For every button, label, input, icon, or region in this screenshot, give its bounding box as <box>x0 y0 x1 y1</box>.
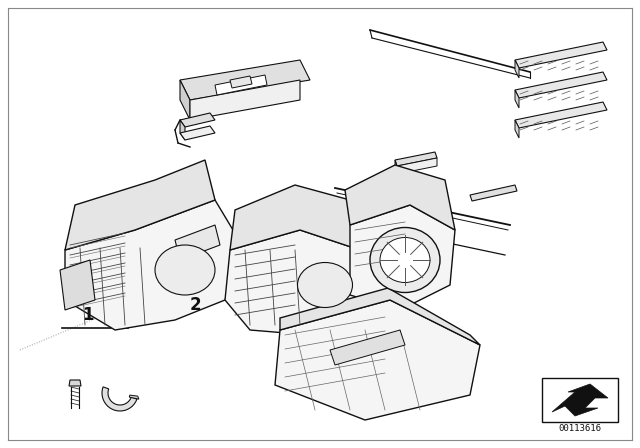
Polygon shape <box>395 160 397 174</box>
Polygon shape <box>180 60 310 100</box>
Polygon shape <box>397 158 437 174</box>
Polygon shape <box>65 200 245 330</box>
Polygon shape <box>515 72 607 98</box>
Ellipse shape <box>298 263 353 307</box>
Polygon shape <box>215 75 267 95</box>
Polygon shape <box>129 395 139 399</box>
Ellipse shape <box>370 228 440 293</box>
Polygon shape <box>515 102 607 128</box>
Polygon shape <box>175 225 220 260</box>
Polygon shape <box>422 192 440 200</box>
Text: 00113616: 00113616 <box>559 423 602 432</box>
Polygon shape <box>552 384 608 416</box>
Polygon shape <box>180 120 185 140</box>
Polygon shape <box>542 378 618 422</box>
Text: 2: 2 <box>189 296 201 314</box>
Circle shape <box>437 192 447 202</box>
Polygon shape <box>515 42 607 68</box>
Polygon shape <box>280 288 480 345</box>
Polygon shape <box>515 90 519 108</box>
Polygon shape <box>515 120 519 138</box>
Polygon shape <box>470 185 517 201</box>
Polygon shape <box>69 380 81 386</box>
Polygon shape <box>180 80 190 120</box>
Polygon shape <box>180 126 215 140</box>
Polygon shape <box>275 300 480 420</box>
Polygon shape <box>395 152 437 166</box>
Polygon shape <box>230 185 360 250</box>
Polygon shape <box>102 387 137 411</box>
Polygon shape <box>60 260 95 310</box>
Ellipse shape <box>155 245 215 295</box>
Polygon shape <box>330 330 405 365</box>
Polygon shape <box>345 165 455 230</box>
Polygon shape <box>65 160 215 250</box>
Polygon shape <box>180 113 215 127</box>
Polygon shape <box>225 230 360 335</box>
Polygon shape <box>190 80 300 120</box>
Polygon shape <box>350 205 455 310</box>
Polygon shape <box>230 76 252 88</box>
Text: 1: 1 <box>83 306 93 324</box>
Polygon shape <box>515 60 519 78</box>
Ellipse shape <box>380 237 430 283</box>
